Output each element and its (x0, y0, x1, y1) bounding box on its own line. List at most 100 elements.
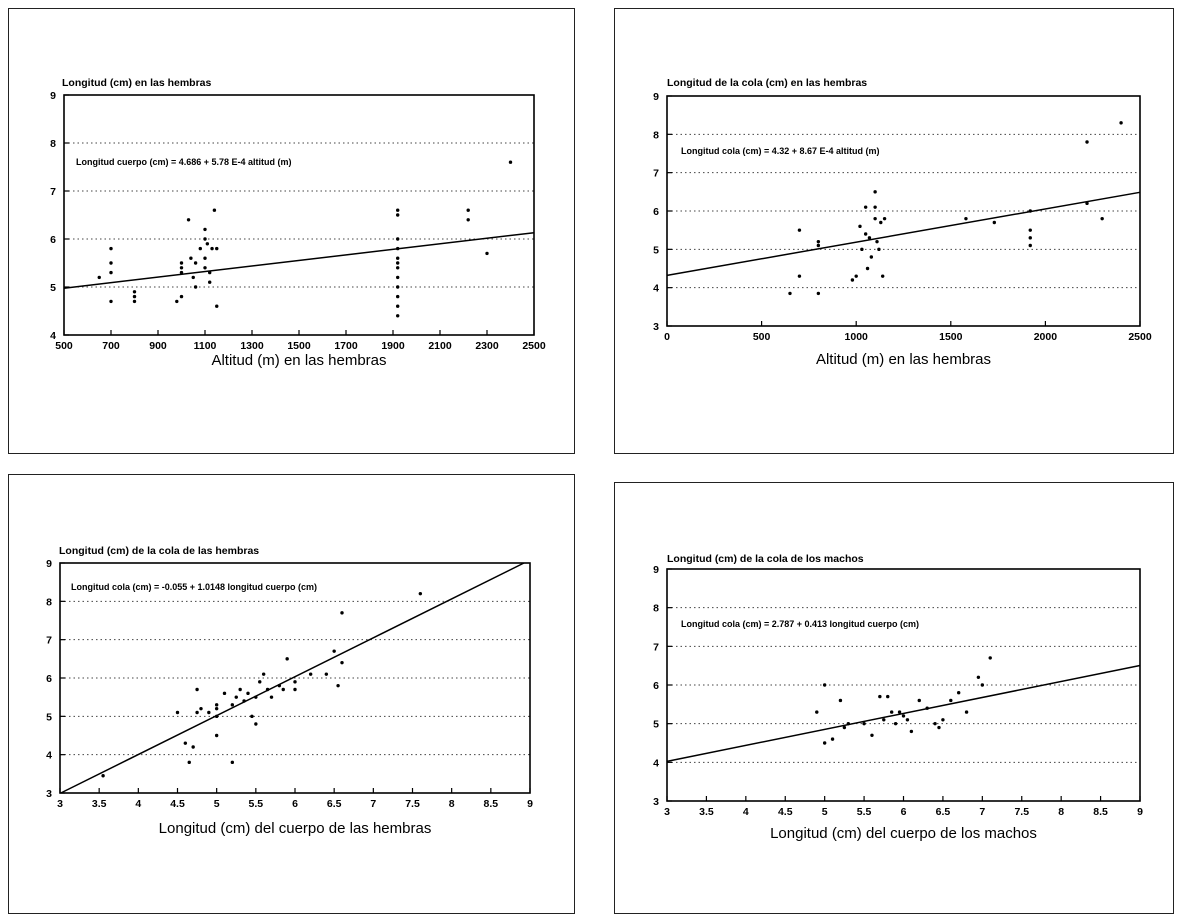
data-point (797, 274, 802, 278)
data-point (941, 718, 945, 722)
data-point (396, 208, 400, 212)
x-tick-label: 1000 (845, 331, 869, 343)
data-point (186, 218, 191, 222)
data-point (132, 299, 137, 304)
x-tick-label: 3.5 (92, 798, 107, 810)
data-point (191, 275, 195, 280)
data-point (879, 220, 883, 225)
plot-area: 3 3.5 4 4.5 5 5.5 6 6.5 7 7.5 8 8.5 9 3 4 5 6 7 8 9 (46, 558, 533, 810)
data-point (865, 266, 870, 271)
data-point (212, 208, 217, 212)
x-tick-label: 1700 (334, 340, 358, 352)
chart-title: Longitud (cm) en las hembras (62, 77, 212, 89)
data-point (101, 774, 105, 778)
plot-frame (63, 94, 535, 336)
data-point (418, 591, 423, 596)
x-tick-label: 6 (901, 806, 907, 818)
data-point (175, 710, 180, 715)
y-tick-label: 9 (46, 558, 52, 570)
data-point (396, 213, 400, 217)
y-tick-label: 5 (50, 282, 56, 294)
x-tick-label: 2100 (428, 340, 452, 352)
y-tick-label: 8 (46, 596, 52, 608)
regression-equation: Longitud cola (cm) = 2.787 + 0.413 longi… (681, 619, 920, 629)
data-point (179, 270, 184, 275)
data-point (1100, 216, 1104, 221)
regression-equation: Longitud cuerpo (cm) = 4.686 + 5.78 E-4 … (76, 157, 292, 167)
data-point (873, 216, 877, 221)
x-tick-label: 9 (1137, 806, 1143, 818)
data-point (396, 266, 400, 270)
y-tick-label: 8 (653, 603, 659, 615)
data-point (980, 683, 985, 687)
chart-title: Longitud de la cola (cm) en las hembras (667, 77, 868, 89)
x-axis-label: Longitud (cm) del cuerpo de las hembras (158, 820, 432, 837)
x-tick-label: 7.5 (1014, 806, 1029, 818)
data-point (901, 714, 906, 718)
data-point (179, 261, 184, 265)
data-point (893, 721, 898, 726)
data-point (816, 243, 821, 248)
y-tick-label: 7 (653, 641, 659, 653)
chart-title: Longitud (cm) de la cola de las hembras (59, 545, 260, 557)
x-axis-label: Altitud (m) en las hembras (815, 351, 992, 368)
y-tick-label: 9 (50, 90, 56, 102)
data-point (285, 657, 289, 661)
data-point (214, 714, 219, 719)
plot-frame (666, 568, 1141, 802)
x-tick-label: 8.5 (484, 798, 499, 810)
data-point (195, 687, 199, 692)
y-tick-label: 6 (653, 680, 659, 692)
data-point (788, 291, 792, 296)
data-point (234, 695, 238, 699)
chart-title: Longitud (cm) de la cola de los machos (667, 553, 864, 565)
x-tick-label: 5.5 (857, 806, 872, 818)
data-point (988, 656, 992, 660)
data-point (336, 683, 340, 688)
data-point (1028, 209, 1032, 213)
data-point (949, 698, 953, 703)
y-tick-label: 5 (653, 719, 659, 731)
data-point (846, 721, 851, 726)
x-tick-label: 7.5 (405, 798, 420, 810)
data-point (889, 710, 894, 714)
data-point (396, 261, 400, 265)
data-point (254, 722, 258, 726)
y-tick-label: 4 (46, 750, 52, 762)
data-point (250, 714, 254, 719)
data-point (242, 699, 246, 703)
data-point (191, 745, 195, 749)
x-tick-label: 1500 (287, 340, 311, 352)
chart-panel-male-tail-vs-body: Longitud (cm) de la cola de los machos 3… (614, 482, 1174, 914)
data-point (203, 256, 207, 260)
data-point (281, 687, 285, 692)
data-point (863, 205, 868, 209)
x-tick-label: 8 (1058, 806, 1064, 818)
x-tick-label: 7 (979, 806, 985, 818)
data-point (508, 160, 513, 164)
y-tick-label: 3 (653, 321, 659, 333)
data-point (1085, 201, 1089, 206)
data-point (175, 299, 179, 304)
data-point (198, 246, 202, 251)
data-point (1085, 140, 1089, 144)
x-tick-label: 6.5 (936, 806, 951, 818)
data-point (261, 672, 266, 676)
regression-equation: Longitud cola (cm) = 4.32 + 8.67 E-4 alt… (681, 146, 880, 156)
x-tick-label: 5.5 (249, 798, 264, 810)
data-point (466, 208, 470, 212)
data-point (265, 687, 270, 692)
y-tick-label: 7 (653, 168, 659, 180)
chart-panel-tail-length-vs-altitude: Longitud de la cola (cm) en las hembras … (614, 8, 1174, 454)
x-tick-label: 5 (822, 806, 828, 818)
data-point (1028, 243, 1032, 248)
data-point (222, 691, 227, 696)
x-axis-label: Longitud (cm) del cuerpo de los machos (770, 825, 1037, 842)
data-point (925, 706, 929, 710)
x-tick-label: 8 (449, 798, 455, 810)
data-point (396, 237, 400, 241)
data-point (875, 239, 879, 244)
data-point (396, 275, 400, 280)
data-point (179, 294, 184, 299)
data-point (882, 216, 887, 221)
